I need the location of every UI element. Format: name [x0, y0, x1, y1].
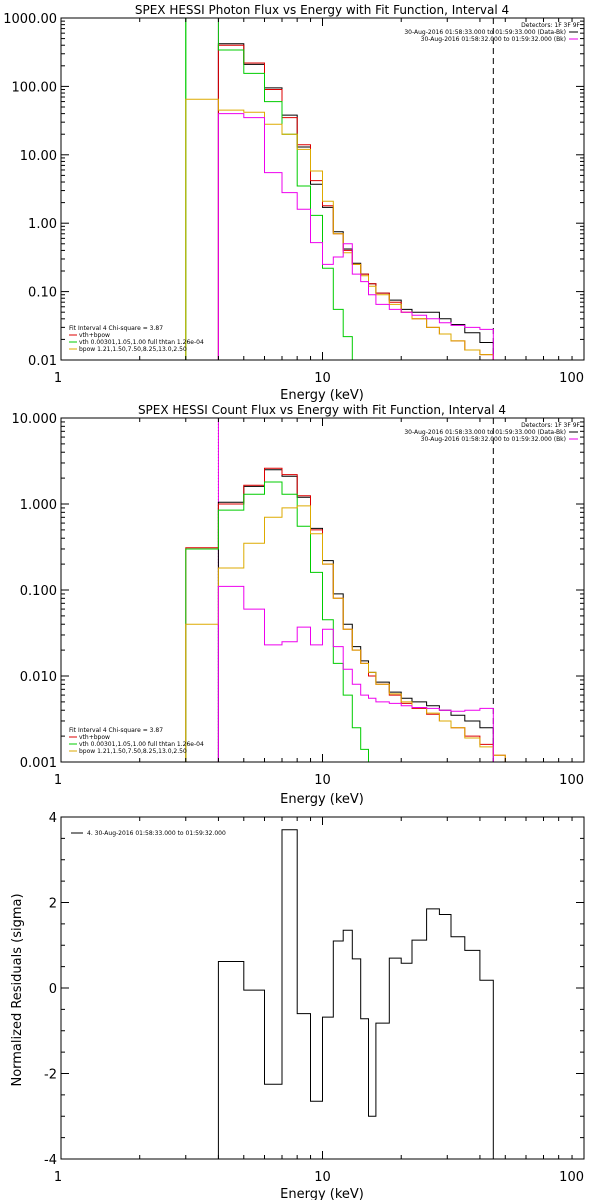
y-tick-label: 1.000 [20, 498, 57, 513]
series-bpow [185, 505, 517, 762]
y-tick-label: 10.000 [12, 412, 58, 427]
x-tick-label: 100 [559, 1170, 584, 1185]
chart-title: SPEX HESSI Photon Flux vs Energy with Fi… [135, 3, 509, 17]
x-tick-label: 10 [314, 773, 331, 788]
series-4-30-aug-2016-01-58-33-000-to-01-59-32-000 [217, 829, 494, 1159]
y-tick-label: -2 [44, 1068, 57, 1083]
legend-header: Detectors: 1F 3F 9F [521, 22, 580, 29]
y-tick-label: -4 [44, 1153, 57, 1168]
legend-entry-label: 30-Aug-2016 01:58:33.000 to 01:59:33.000… [404, 29, 566, 36]
series-vth-bpow [185, 467, 517, 762]
residuals-panel: Energy (keV) Normalized Residuals (sigma… [10, 811, 585, 1200]
x-axis-label: Energy (keV) [280, 792, 364, 807]
legend-entry-label: 30-Aug-2016 01:58:32.000 to 01:59:32.000… [421, 36, 566, 43]
series-data-bk [217, 469, 494, 762]
fit-legend-label: vth 0.00301,1.05,1.00 full thtan 1.26e-0… [79, 339, 204, 346]
fit-legend-label: vth+bpow [79, 332, 110, 339]
fit-legend-label: vth+bpow [79, 734, 110, 741]
y-tick-label: 4 [49, 811, 57, 826]
series-group [217, 829, 494, 1159]
series-bk [217, 585, 494, 762]
y-tick-label: 0.01 [28, 354, 57, 369]
y-tick-label: 0.010 [20, 670, 57, 685]
y-tick-label: 0.100 [20, 584, 57, 599]
x-tick-label: 100 [559, 371, 584, 386]
fit-legend-label: bpow 1.21,1.50,7.50,8.25,13.0,2.50 [79, 748, 187, 755]
y-tick-label: 100.00 [12, 80, 58, 95]
fit-legend-label: bpow 1.21,1.50,7.50,8.25,13.0,2.50 [79, 346, 187, 353]
series-vth [185, 481, 369, 762]
series-vth-bpow [217, 44, 494, 360]
x-axis-label: Energy (keV) [280, 388, 364, 403]
x-tick-label: 10 [314, 1170, 331, 1185]
y-tick-label: 1.00 [28, 217, 57, 232]
x-tick-label: 1 [54, 1170, 62, 1185]
y-tick-label: 2 [49, 897, 57, 912]
series-vth [185, 18, 362, 360]
fit-legend-label: vth 0.00301,1.05,1.00 full thtan 1.26e-0… [79, 741, 204, 748]
y-tick-label: 0.001 [20, 756, 57, 771]
x-tick-label: 1 [54, 773, 62, 788]
y-tick-label: 0.10 [28, 286, 57, 301]
x-tick-label: 100 [559, 773, 584, 788]
x-tick-label: 1 [54, 371, 62, 386]
y-tick-label: 0 [49, 982, 57, 997]
y-axis-label: Normalized Residuals (sigma) [10, 893, 25, 1086]
series-bk [217, 113, 494, 360]
series-group [185, 18, 494, 360]
legend-header: Detectors: 1F 3F 9F [521, 422, 580, 429]
count-flux-panel: SPEX HESSI Count Flux vs Energy with Fit… [12, 403, 585, 807]
y-tick-label: 1000.00 [3, 12, 57, 27]
legend-entry-label: 4. 30-Aug-2016 01:58:33.000 to 01:59:32.… [87, 830, 226, 837]
series-data-bk [217, 43, 494, 360]
plot-frame [60, 816, 585, 1160]
x-axis-label: Energy (keV) [280, 1187, 364, 1200]
legend-entry-label: 30-Aug-2016 01:58:32.000 to 01:59:32.000… [421, 436, 566, 443]
series-group [185, 467, 517, 762]
fit-legend-header: Fit Interval 4 Chi-square = 3.87 [69, 727, 163, 734]
series-bpow [185, 98, 494, 360]
chart-title: SPEX HESSI Count Flux vs Energy with Fit… [138, 403, 506, 417]
photon-flux-panel: SPEX HESSI Photon Flux vs Energy with Fi… [3, 3, 585, 403]
legend-entry-label: 30-Aug-2016 01:58:33.000 to 01:59:33.000… [404, 429, 566, 436]
x-tick-label: 10 [314, 371, 331, 386]
y-tick-label: 10.00 [20, 149, 57, 164]
fit-legend-header: Fit Interval 4 Chi-square = 3.87 [69, 325, 163, 332]
